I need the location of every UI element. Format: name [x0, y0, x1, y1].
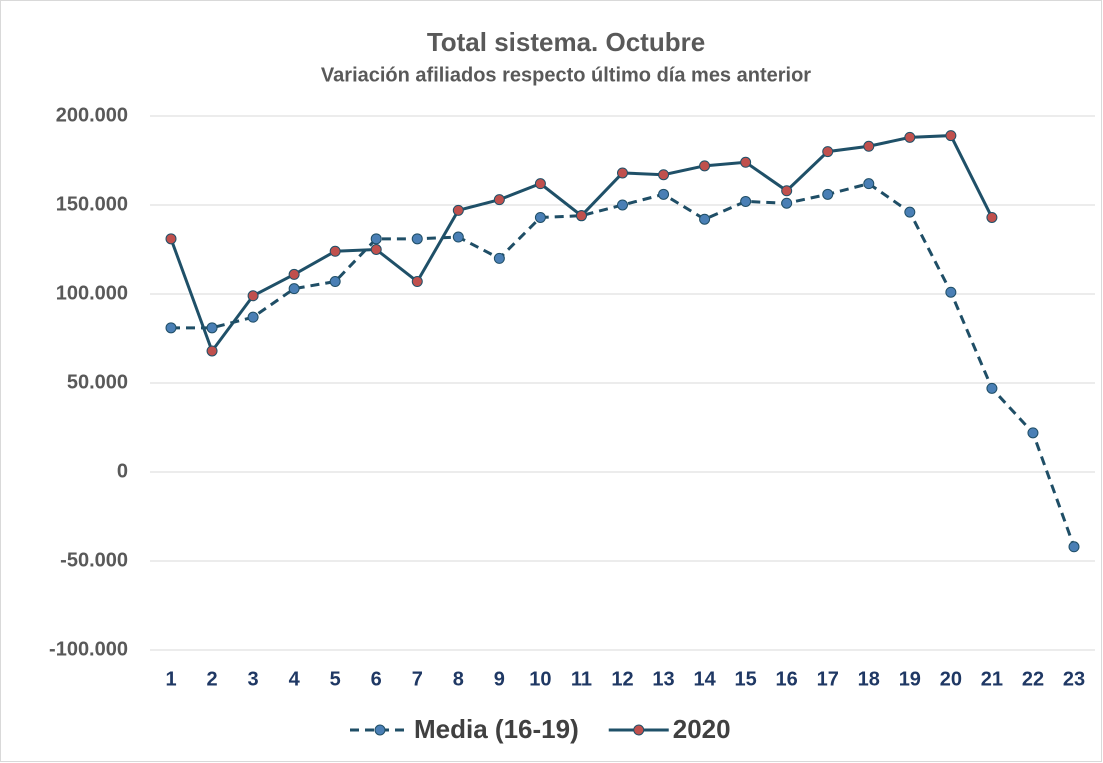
y-tick-label: 50.000	[67, 371, 128, 393]
data-point	[781, 197, 793, 209]
data-point	[411, 233, 423, 245]
data-point	[165, 233, 177, 245]
data-point	[1068, 541, 1080, 553]
data-point	[370, 244, 382, 255]
data-point	[740, 156, 752, 168]
data-point	[329, 245, 341, 257]
legend-label: Media (16-19)	[414, 714, 579, 744]
x-tick-label: 15	[735, 668, 757, 690]
x-tick-label: 22	[1022, 668, 1044, 690]
series-line	[171, 182, 1076, 548]
data-point	[493, 194, 505, 206]
legend-marker	[374, 724, 386, 736]
data-point	[904, 206, 916, 218]
y-tick-label: 150.000	[56, 193, 128, 215]
x-tick-label: 5	[330, 668, 341, 690]
data-point	[288, 268, 300, 280]
legend-label: 2020	[673, 714, 731, 744]
legend-marker	[633, 724, 645, 736]
data-point	[534, 178, 546, 190]
x-tick-label: 2	[206, 668, 217, 690]
data-point	[658, 169, 670, 181]
x-tick-label: 1	[165, 668, 176, 690]
data-point	[822, 188, 834, 200]
x-tick-label: 6	[371, 668, 382, 690]
x-tick-label: 13	[652, 668, 674, 690]
x-tick-label: 9	[494, 668, 505, 690]
x-tick-label: 16	[776, 668, 798, 690]
data-point	[781, 185, 793, 197]
data-point	[575, 210, 587, 222]
x-tick-label: 11	[571, 668, 592, 690]
data-point	[863, 178, 875, 190]
chart-subtitle: Variación afiliados respecto último día …	[321, 64, 811, 86]
data-point	[247, 290, 259, 302]
x-tick-label: 23	[1063, 668, 1085, 690]
data-point	[740, 195, 752, 207]
data-point	[206, 322, 218, 334]
data-point	[945, 130, 957, 142]
x-tick-label: 10	[529, 668, 551, 690]
y-tick-label: 200.000	[56, 104, 128, 126]
data-point	[288, 283, 300, 295]
y-tick-label: 100.000	[56, 282, 128, 304]
data-point	[329, 276, 341, 288]
x-tick-label: 3	[248, 668, 259, 690]
data-point	[699, 160, 711, 172]
data-point	[452, 204, 464, 216]
data-point	[493, 252, 505, 264]
x-tick-label: 4	[289, 668, 301, 690]
data-point	[945, 286, 957, 298]
x-tick-label: 20	[940, 668, 962, 690]
x-tick-label: 12	[611, 668, 633, 690]
data-point	[658, 188, 670, 200]
y-tick-label: -100.000	[49, 638, 128, 660]
data-point	[370, 233, 382, 245]
data-point	[699, 213, 711, 225]
x-tick-label: 14	[693, 668, 716, 690]
data-point	[986, 382, 998, 394]
data-point	[247, 311, 259, 323]
data-point	[863, 140, 875, 152]
data-point	[165, 322, 177, 334]
data-point	[986, 211, 998, 223]
x-tick-label: 17	[817, 668, 839, 690]
data-point	[904, 131, 916, 143]
x-tick-label: 21	[981, 668, 1003, 690]
chart-title: Total sistema. Octubre	[427, 27, 705, 57]
x-tick-label: 7	[412, 668, 423, 690]
data-point	[1027, 427, 1039, 439]
data-point	[452, 231, 464, 243]
x-tick-label: 18	[858, 668, 880, 690]
data-point	[411, 276, 423, 288]
y-tick-label: 0	[117, 460, 128, 482]
data-point	[206, 345, 218, 357]
y-tick-label: -50.000	[60, 549, 128, 571]
data-point	[617, 167, 628, 179]
data-point	[534, 211, 546, 223]
data-point	[617, 199, 628, 211]
x-tick-label: 19	[899, 668, 921, 690]
x-tick-label: 8	[453, 668, 464, 690]
data-point	[822, 146, 834, 158]
